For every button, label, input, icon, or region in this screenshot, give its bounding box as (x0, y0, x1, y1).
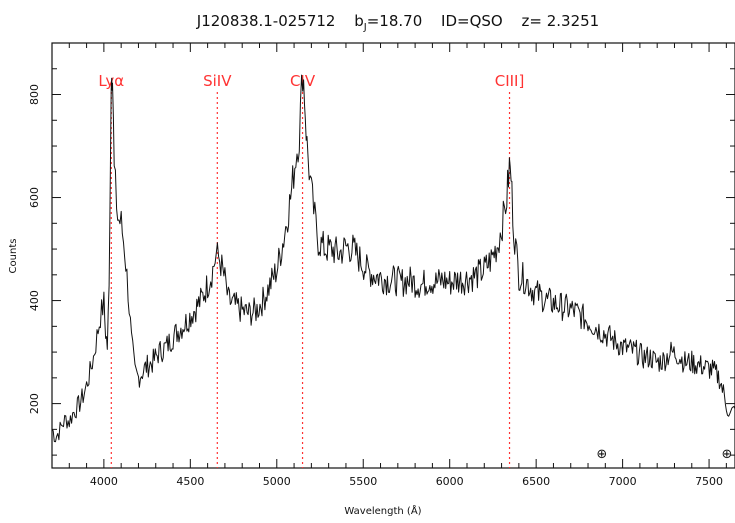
plot-frame (51, 42, 735, 469)
x-tick-label: 5000 (263, 475, 291, 488)
title-id: ID=QSO (441, 12, 503, 30)
x-tick-label: 4500 (176, 475, 204, 488)
y-tick-label: 800 (28, 84, 41, 105)
y-axis-ticks: 200 400 600 800 (28, 68, 735, 456)
title-bj-sub: J (363, 22, 367, 33)
emission-lines: Lyα SiIV CIV CIII] (98, 72, 524, 468)
emission-line-label: SiIV (203, 72, 232, 90)
chart-title: J120838.1-025712 bJ=18.70 ID=QSO z= 2.32… (196, 12, 599, 33)
y-tick-label: 600 (28, 187, 41, 208)
y-tick-label: 200 (28, 393, 41, 414)
x-axis-ticks: 4000 4500 5000 5500 6000 6500 7000 7500 (68, 43, 727, 488)
telluric-markers: ⊕ ⊕ (596, 447, 732, 462)
x-tick-label: 6500 (522, 475, 550, 488)
x-tick-label: 7500 (695, 475, 723, 488)
emission-line-label: CIII] (495, 72, 525, 90)
x-tick-label: 5500 (349, 475, 377, 488)
x-tick-label: 4000 (90, 475, 118, 488)
x-tick-label: 7000 (609, 475, 637, 488)
y-tick-label: 400 (28, 290, 41, 311)
telluric-marker: ⊕ (722, 447, 733, 462)
telluric-marker: ⊕ (596, 447, 607, 462)
title-bj-prefix: b (354, 12, 364, 30)
spectrum-series (51, 74, 735, 443)
x-axis-label: Wavelength (Å) (344, 504, 421, 517)
title-bj-value: =18.70 (367, 12, 423, 30)
emission-line-label: CIV (290, 72, 316, 90)
spectrum-line (51, 74, 735, 443)
title-z: z= 2.3251 (522, 12, 600, 30)
y-axis-label: Counts (8, 239, 19, 274)
title-object: J120838.1-025712 (196, 12, 336, 30)
x-tick-label: 6000 (436, 475, 464, 488)
